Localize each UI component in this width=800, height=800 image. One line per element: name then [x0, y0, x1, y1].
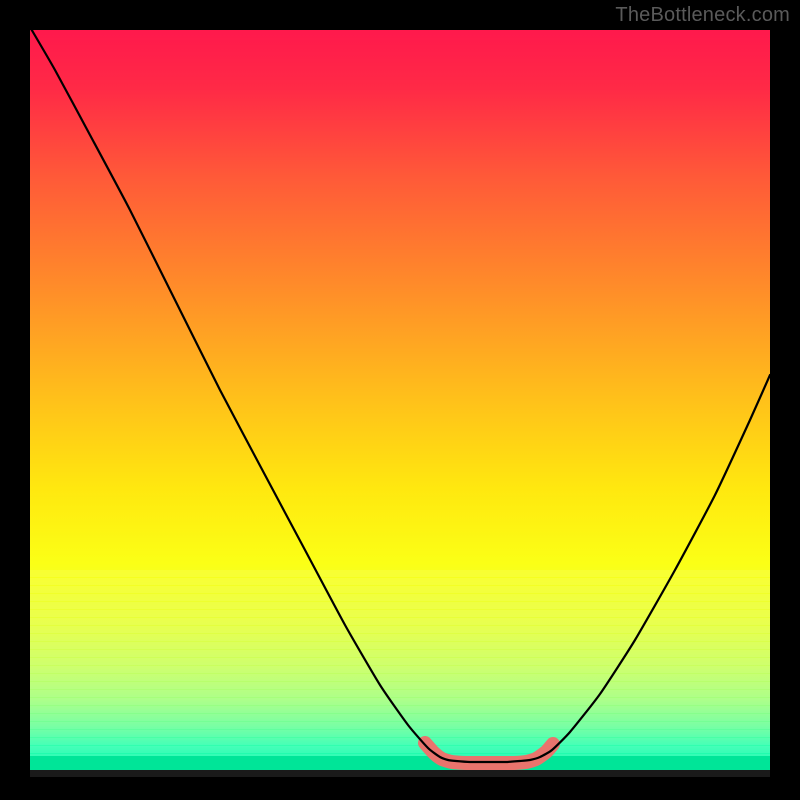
chart-stage: TheBottleneck.com	[0, 0, 800, 800]
bottom-strip	[30, 756, 770, 770]
bottleneck-chart-svg	[0, 0, 800, 800]
watermark-text: TheBottleneck.com	[615, 4, 790, 27]
